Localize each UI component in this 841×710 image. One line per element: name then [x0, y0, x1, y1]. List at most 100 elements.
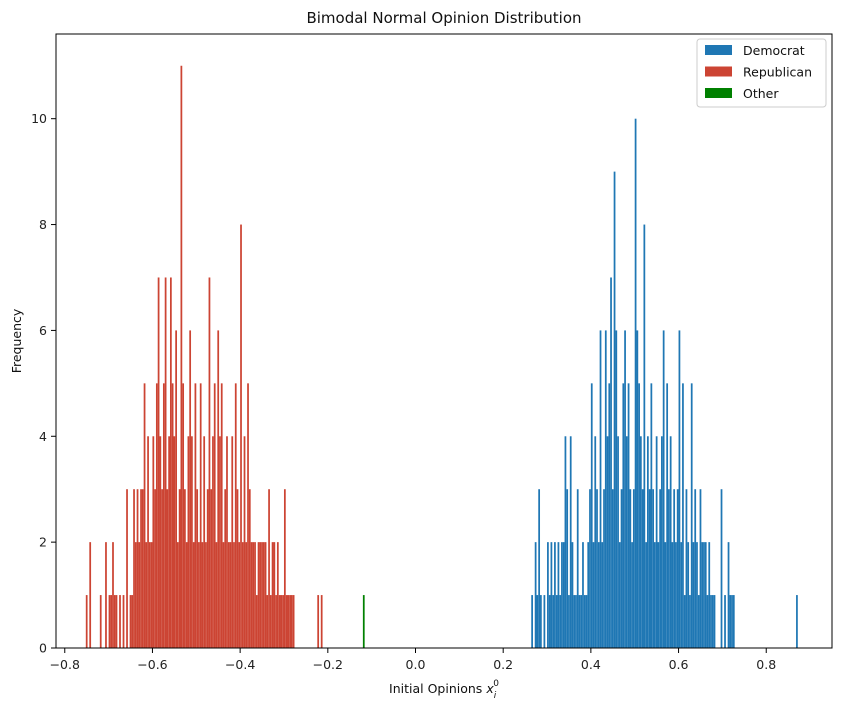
- bar-democrat: [543, 595, 546, 648]
- bar-democrat: [548, 595, 551, 648]
- bar-republican: [138, 542, 141, 648]
- bar-republican: [155, 383, 158, 648]
- bar-republican: [285, 595, 288, 648]
- bar-republican: [276, 542, 279, 648]
- bar-republican: [217, 330, 220, 648]
- bar-democrat: [610, 277, 612, 648]
- bar-republican: [226, 436, 228, 648]
- bar-democrat: [568, 595, 570, 648]
- bar-democrat: [661, 436, 663, 648]
- bar-democrat: [648, 489, 651, 648]
- bar-democrat: [713, 595, 716, 648]
- bar-democrat: [673, 489, 676, 648]
- bar-democrat: [701, 542, 704, 648]
- bar-republican: [150, 542, 153, 648]
- bar-republican: [131, 595, 134, 648]
- bar-republican: [292, 595, 295, 648]
- bar-republican: [126, 489, 128, 648]
- bar-republican: [220, 383, 223, 648]
- bar-republican: [184, 489, 186, 648]
- bar-republican: [236, 489, 239, 648]
- series-republican: [85, 65, 323, 649]
- bar-democrat: [662, 330, 665, 648]
- bar-republican: [112, 542, 114, 648]
- bar-democrat: [624, 330, 626, 648]
- x-tick-label: −0.8: [50, 657, 80, 672]
- bar-republican: [110, 595, 113, 648]
- bar-republican: [196, 489, 199, 648]
- x-axis-title-subscript: i: [494, 691, 497, 701]
- bar-democrat: [559, 595, 562, 648]
- bar-republican: [161, 489, 163, 648]
- bar-republican: [201, 542, 204, 648]
- x-axis-title: Initial Opinions xi 0: [389, 679, 499, 701]
- bar-republican: [269, 595, 272, 648]
- bar-democrat: [583, 595, 586, 648]
- y-tick-label: 2: [39, 535, 47, 550]
- bar-republican: [227, 542, 230, 648]
- bar-democrat: [601, 542, 604, 648]
- bar-republican: [191, 436, 193, 648]
- bar-republican: [136, 489, 139, 648]
- bar-republican: [252, 542, 255, 648]
- bar-republican: [240, 224, 242, 649]
- x-tick-label: −0.4: [225, 657, 255, 672]
- bar-democrat: [675, 542, 677, 648]
- bar-republican: [99, 595, 102, 648]
- bar-democrat: [590, 383, 593, 648]
- bar-democrat: [582, 542, 584, 648]
- bar-republican: [317, 595, 320, 648]
- bar-republican: [247, 383, 249, 648]
- bar-republican: [224, 489, 227, 648]
- bar-republican: [187, 436, 190, 648]
- legend: Democrat Republican Other: [696, 38, 827, 108]
- bar-democrat: [531, 595, 533, 648]
- bar-republican: [229, 542, 232, 648]
- y-tick-label: 8: [39, 217, 47, 232]
- bar-democrat: [645, 542, 647, 648]
- bar-democrat: [625, 436, 628, 648]
- bar-republican: [248, 489, 251, 648]
- x-tick-label: −0.6: [137, 657, 167, 672]
- bar-republican: [147, 436, 149, 648]
- bar-democrat: [657, 542, 660, 648]
- bar-republican: [287, 595, 290, 648]
- bar-democrat: [622, 383, 625, 648]
- bar-democrat: [641, 489, 644, 648]
- bar-democrat: [604, 330, 607, 648]
- bar-democrat: [636, 330, 639, 648]
- bar-republican: [143, 383, 146, 648]
- bar-democrat: [729, 595, 732, 648]
- bar-democrat: [561, 542, 563, 648]
- bar-republican: [212, 436, 214, 648]
- series-other: [362, 595, 365, 648]
- bar-democrat: [632, 489, 635, 648]
- bar-democrat: [576, 489, 579, 648]
- bar-republican: [268, 489, 270, 648]
- bar-republican: [238, 542, 241, 648]
- bar-republican: [282, 595, 284, 648]
- bar-republican: [203, 436, 206, 648]
- bar-republican: [122, 595, 125, 648]
- bar-democrat: [592, 542, 595, 648]
- bar-other: [362, 595, 365, 648]
- bar-republican: [255, 595, 258, 648]
- bar-republican: [129, 595, 132, 648]
- bar-republican: [243, 436, 246, 648]
- bar-democrat: [536, 595, 539, 648]
- bar-democrat: [731, 595, 733, 648]
- bar-republican: [213, 383, 216, 648]
- bar-republican: [241, 542, 244, 648]
- bar-republican: [154, 489, 156, 648]
- bar-democrat: [538, 489, 541, 648]
- bar-republican: [280, 595, 283, 648]
- bar-democrat: [685, 489, 688, 648]
- bar-republican: [259, 542, 262, 648]
- bar-republican: [219, 436, 221, 648]
- bar-republican: [275, 595, 277, 648]
- bar-republican: [159, 436, 162, 648]
- bar-democrat: [720, 489, 723, 648]
- bar-democrat: [587, 542, 590, 648]
- bar-republican: [177, 542, 179, 648]
- series-democrat: [531, 118, 798, 649]
